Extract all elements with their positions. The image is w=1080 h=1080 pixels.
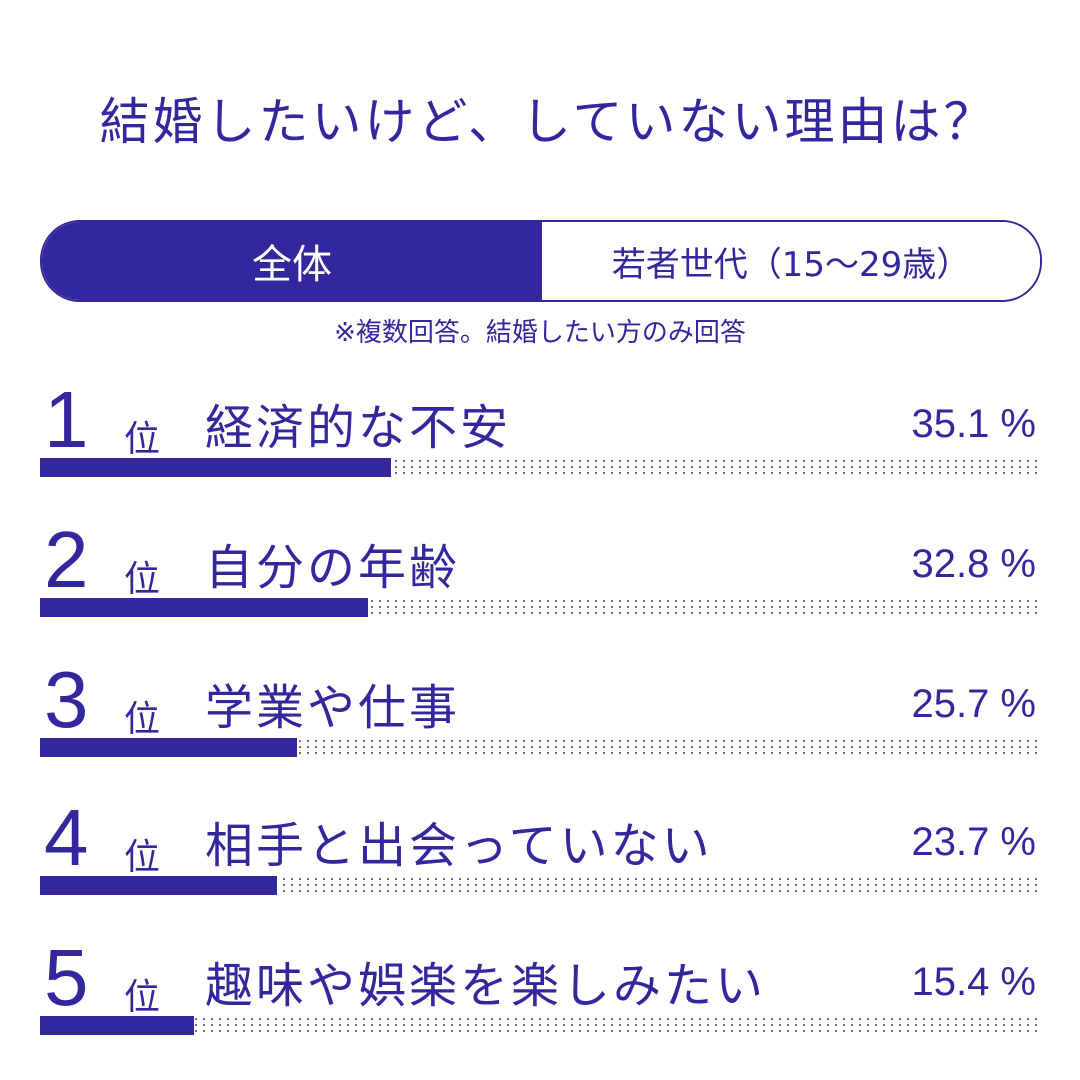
chart-title: 結婚したいけど、していない理由は？ xyxy=(99,93,997,151)
ranking-row: 2 位自分の年齢 32.8 % xyxy=(0,520,1080,640)
value-label: 35.1 % xyxy=(911,402,1036,446)
segment-toggle: 全体 若者世代（15〜29歳） xyxy=(40,220,1042,302)
category-label: 趣味や娯楽を楽しみたい xyxy=(205,958,767,1014)
bar-track xyxy=(40,738,1040,757)
rank-suffix: 位 xyxy=(124,559,161,600)
rank-number: 3 xyxy=(44,655,89,744)
category-label: 経済的な不安 xyxy=(205,400,512,456)
value-label: 23.7 % xyxy=(911,820,1036,864)
bar-track xyxy=(40,598,1040,617)
category-label: 自分の年齢 xyxy=(205,540,461,596)
value-label: 25.7 % xyxy=(911,682,1036,726)
ranking-row: 1 位経済的な不安 35.1 % xyxy=(0,380,1080,500)
bar xyxy=(40,738,297,757)
survey-note: ※複数回答。結婚したい方のみ回答 xyxy=(334,318,746,348)
ranking-row: 4 位相手と出会っていない 23.7 % xyxy=(0,798,1080,918)
rank-suffix: 位 xyxy=(124,977,161,1018)
tab-all[interactable]: 全体 xyxy=(42,222,542,300)
rank-suffix: 位 xyxy=(124,699,161,740)
rank-suffix: 位 xyxy=(124,837,161,878)
bar-track xyxy=(40,876,1040,895)
rank-suffix: 位 xyxy=(124,419,161,460)
bar xyxy=(40,876,277,895)
value-label: 32.8 % xyxy=(911,542,1036,586)
rank-number: 1 xyxy=(44,375,89,464)
rank-number: 5 xyxy=(44,933,89,1022)
bar-track xyxy=(40,458,1040,477)
category-label: 学業や仕事 xyxy=(205,680,461,736)
bar xyxy=(40,598,368,617)
bar xyxy=(40,1016,194,1035)
category-label: 相手と出会っていない xyxy=(205,818,713,874)
rank-number: 4 xyxy=(44,793,89,882)
ranking-row: 3 位学業や仕事 25.7 % xyxy=(0,660,1080,780)
value-label: 15.4 % xyxy=(911,960,1036,1004)
ranking-row: 5 位趣味や娯楽を楽しみたい 15.4 % xyxy=(0,938,1080,1058)
rank-number: 2 xyxy=(44,515,89,604)
bar-track xyxy=(40,1016,1040,1035)
tab-young-generation[interactable]: 若者世代（15〜29歳） xyxy=(542,222,1040,300)
bar xyxy=(40,458,391,477)
